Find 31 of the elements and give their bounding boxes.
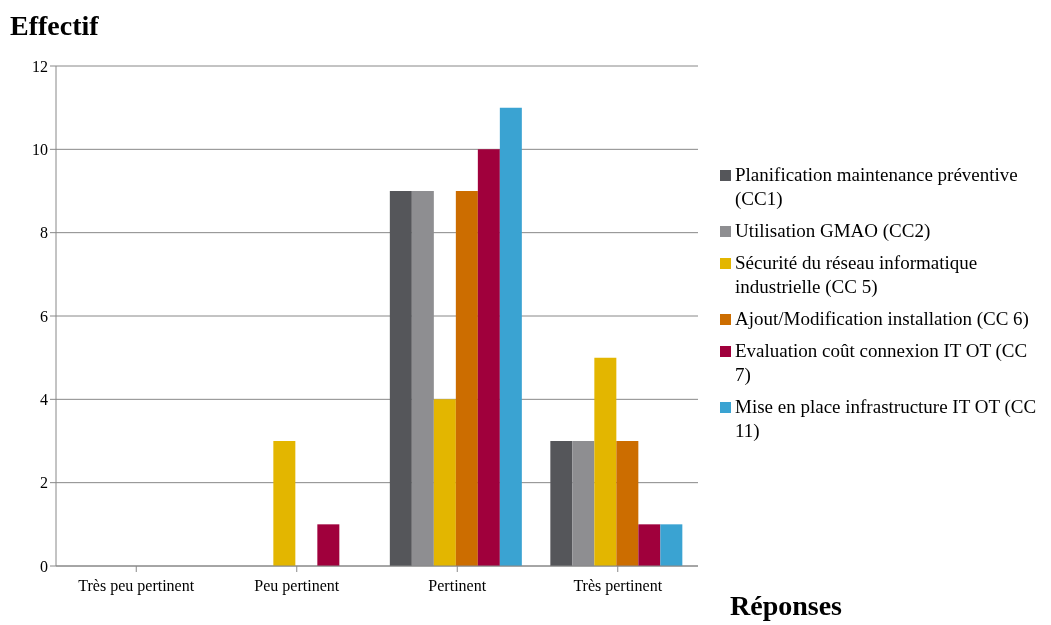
x-tick-label: Peu pertinent (254, 577, 340, 596)
bar (499, 107, 522, 566)
bar (389, 191, 412, 566)
bar (550, 441, 573, 566)
legend-label: Utilisation GMAO (CC2) (735, 219, 931, 243)
y-axis-title: Effectif (10, 10, 99, 42)
y-tick-label: 12 (32, 57, 48, 75)
y-tick-label: 0 (40, 557, 48, 575)
legend-label: Sécurité du réseau informatique industrielle (CC 5) (735, 251, 979, 299)
y-tick-label: 8 (40, 224, 48, 242)
bar (455, 191, 478, 566)
bar (273, 441, 296, 566)
y-tick-label: 2 (40, 474, 48, 492)
bar (616, 441, 639, 566)
bar (594, 357, 617, 566)
x-axis-title: Réponses (730, 590, 843, 622)
bar (477, 149, 500, 566)
bar (660, 524, 683, 566)
legend-label: Planification maintenance préventive (CC1) (735, 163, 1019, 211)
bar (433, 399, 456, 566)
x-tick-label: Très pertinent (573, 577, 663, 596)
x-tick-label: Pertinent (428, 577, 487, 595)
y-tick-label: 6 (40, 307, 48, 325)
legend-label: Mise en place infrastructure IT OT (CC 11) (735, 395, 1038, 443)
y-tick-label: 10 (32, 141, 48, 159)
y-tick-label: 4 (40, 391, 48, 409)
bar (638, 524, 661, 566)
legend-label: Evaluation coût connexion IT OT (CC 7) (735, 339, 1029, 387)
legend-label: Ajout/Modification installation (CC 6) (735, 307, 1029, 331)
x-tick-label: Très peu pertinent (78, 577, 195, 596)
bar (317, 524, 340, 566)
